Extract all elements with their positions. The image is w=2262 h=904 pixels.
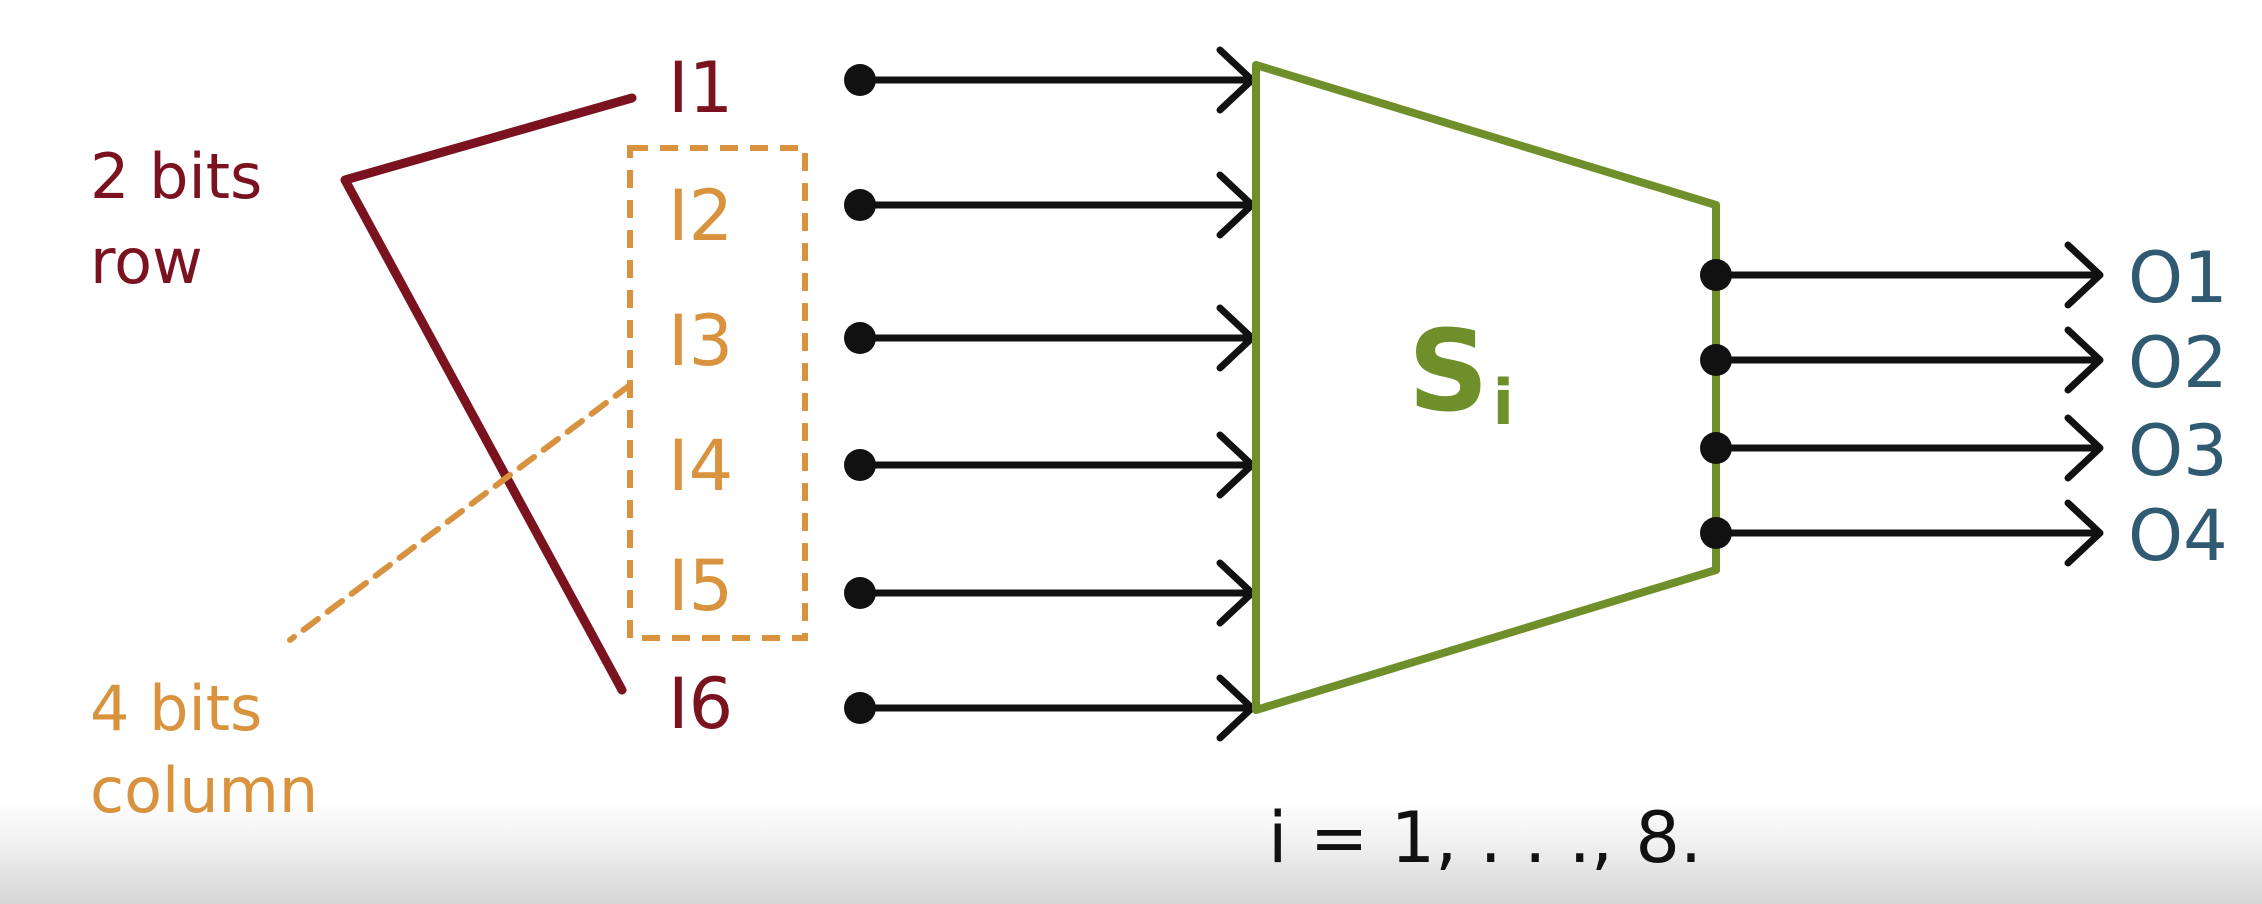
s-box-label: Si <box>1408 307 1514 439</box>
input-arrows <box>844 46 1256 742</box>
output-label-o4: O4 <box>2128 495 2228 577</box>
s-box-label-subscript: i <box>1493 366 1514 439</box>
output-label-o2: O2 <box>2128 322 2228 404</box>
input-arrow-i1 <box>844 46 1256 114</box>
input-arrow-i4 <box>844 431 1256 499</box>
column-note-line2: column <box>90 754 318 827</box>
s-box-label-main: S <box>1408 307 1489 437</box>
input-label-i2: I2 <box>668 175 733 257</box>
row-bits-bracket <box>340 93 637 695</box>
input-label-i1: I1 <box>668 47 733 129</box>
row-note-line1: 2 bits <box>90 140 262 213</box>
input-label-i6: I6 <box>668 663 733 745</box>
output-arrows <box>1700 241 2104 567</box>
input-label-i3: I3 <box>668 300 733 382</box>
index-range-caption: i = 1, . . ., 8. <box>1268 797 1702 879</box>
input-label-i5: I5 <box>668 545 733 627</box>
input-arrow-i5 <box>844 559 1256 627</box>
output-arrow-o3 <box>1700 414 2104 482</box>
input-arrow-i3 <box>844 304 1256 372</box>
output-label-o3: O3 <box>2128 410 2228 492</box>
column-note-line1: 4 bits <box>90 672 262 745</box>
input-arrow-i6 <box>844 674 1256 742</box>
output-label-o1: O1 <box>2128 237 2228 319</box>
s-box-shape <box>1252 61 1720 714</box>
output-arrow-o2 <box>1700 326 2104 394</box>
input-label-i4: I4 <box>668 425 733 507</box>
column-bits-pointer <box>287 382 633 643</box>
input-arrow-i2 <box>844 171 1256 239</box>
output-arrow-o1 <box>1700 241 2104 309</box>
column-bits-dashed-box <box>627 145 808 641</box>
output-arrow-o4 <box>1700 499 2104 567</box>
row-note-line2: row <box>90 225 203 298</box>
